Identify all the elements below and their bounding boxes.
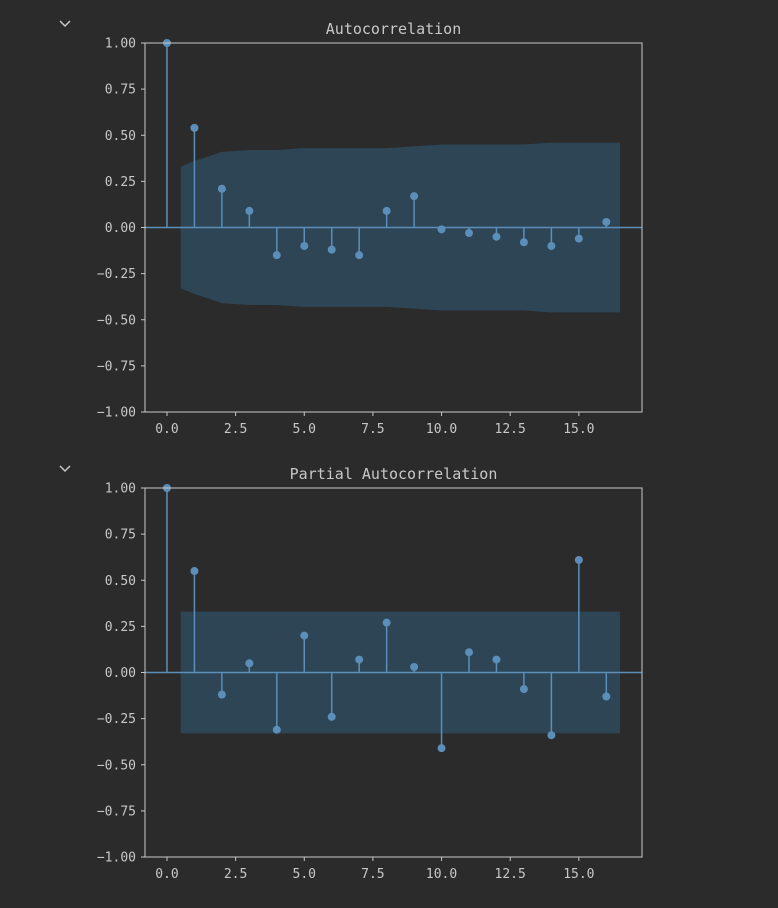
pacf-xtick-label: 7.5 xyxy=(361,867,384,882)
acf-xtick-label: 0.0 xyxy=(155,422,178,437)
acf-xtick-label: 10.0 xyxy=(426,422,457,437)
pacf-marker-lag-13 xyxy=(519,685,528,694)
acf-chart: Autocorrelation 0.0 2.5 5.0 7.5 10.0 12.5 15.0… xyxy=(97,20,643,437)
acf-xtick-label: 2.5 xyxy=(224,422,247,437)
pacf-ytick-label: 0.50 xyxy=(105,574,136,589)
acf-xtick-label: 5.0 xyxy=(293,422,316,437)
pacf-ytick-label: 0.75 xyxy=(105,528,136,543)
pacf-ytick-label: 0.00 xyxy=(105,666,136,681)
acf-marker-lag-8 xyxy=(382,206,391,215)
acf-marker-lag-7 xyxy=(355,251,364,260)
acf-ytick-label: −0.75 xyxy=(97,359,136,374)
acf-marker-lag-2 xyxy=(217,184,226,193)
acf-marker-lag-4 xyxy=(272,251,281,260)
acf-ytick-label: 1.00 xyxy=(105,37,136,52)
chevron-down-icon xyxy=(59,465,71,473)
pacf-marker-lag-8 xyxy=(382,618,391,627)
pacf-xtick-label: 5.0 xyxy=(293,867,316,882)
pacf-chart: Partial Autocorrelation 0.0 2.5 5.0 7.5 10.0… xyxy=(97,465,643,882)
pacf-marker-lag-12 xyxy=(492,655,501,664)
pacf-xtick-label: 2.5 xyxy=(224,867,247,882)
pacf-ytick-label: −0.75 xyxy=(97,804,136,819)
acf-ytick-label: −0.25 xyxy=(97,267,136,282)
pacf-marker-lag-10 xyxy=(437,744,446,753)
pacf-ytick-label: 1.00 xyxy=(105,482,136,497)
acf-ytick-label: 0.25 xyxy=(105,175,136,190)
pacf-xtick-label: 15.0 xyxy=(563,867,594,882)
acf-marker-lag-9 xyxy=(410,192,419,201)
pacf-ytick-label: 0.25 xyxy=(105,620,136,635)
acf-marker-lag-15 xyxy=(574,234,583,243)
pacf-xtick-label: 10.0 xyxy=(426,867,457,882)
acf-ytick-label: −0.50 xyxy=(97,313,136,328)
acf-marker-lag-10 xyxy=(437,225,446,234)
pacf-chart-title: Partial Autocorrelation xyxy=(290,465,498,483)
pacf-marker-lag-14 xyxy=(547,731,556,740)
acf-marker-lag-5 xyxy=(300,241,309,250)
chevron-down-icon xyxy=(59,20,71,28)
acf-ytick-label: −1.00 xyxy=(97,406,136,421)
pacf-ytick-label: −1.00 xyxy=(97,851,136,866)
pacf-xtick-label: 12.5 xyxy=(495,867,526,882)
pacf-xtick-label: 0.0 xyxy=(155,867,178,882)
collapse-toggle-cell-1[interactable] xyxy=(58,18,72,30)
pacf-ytick-label: −0.25 xyxy=(97,712,136,727)
pacf-marker-lag-4 xyxy=(272,725,281,734)
pacf-marker-lag-9 xyxy=(410,662,419,671)
acf-marker-lag-1 xyxy=(190,123,199,132)
pacf-marker-lag-1 xyxy=(190,567,199,576)
acf-xtick-label: 12.5 xyxy=(495,422,526,437)
acf-ytick-label: 0.00 xyxy=(105,221,136,236)
acf-marker-lag-14 xyxy=(547,241,556,250)
pacf-marker-lag-11 xyxy=(465,648,474,657)
pacf-marker-lag-16 xyxy=(602,692,611,701)
pacf-marker-lag-7 xyxy=(355,655,364,664)
acf-marker-lag-6 xyxy=(327,245,336,254)
pacf-ytick-label: −0.50 xyxy=(97,758,136,773)
acf-xtick-label: 15.0 xyxy=(563,422,594,437)
pacf-marker-lag-6 xyxy=(327,712,336,721)
acf-marker-lag-3 xyxy=(245,206,254,215)
acf-marker-lag-13 xyxy=(519,238,528,247)
acf-xtick-label: 7.5 xyxy=(361,422,384,437)
acf-chart-title: Autocorrelation xyxy=(326,20,461,38)
acf-ytick-label: 0.75 xyxy=(105,83,136,98)
acf-marker-lag-16 xyxy=(602,217,611,226)
pacf-marker-lag-5 xyxy=(300,631,309,640)
pacf-marker-lag-3 xyxy=(245,659,254,668)
acf-ytick-label: 0.50 xyxy=(105,129,136,144)
acf-marker-lag-11 xyxy=(465,229,474,238)
pacf-marker-lag-15 xyxy=(574,555,583,564)
acf-marker-lag-12 xyxy=(492,232,501,241)
pacf-marker-lag-2 xyxy=(217,690,226,699)
collapse-toggle-cell-2[interactable] xyxy=(58,463,72,475)
